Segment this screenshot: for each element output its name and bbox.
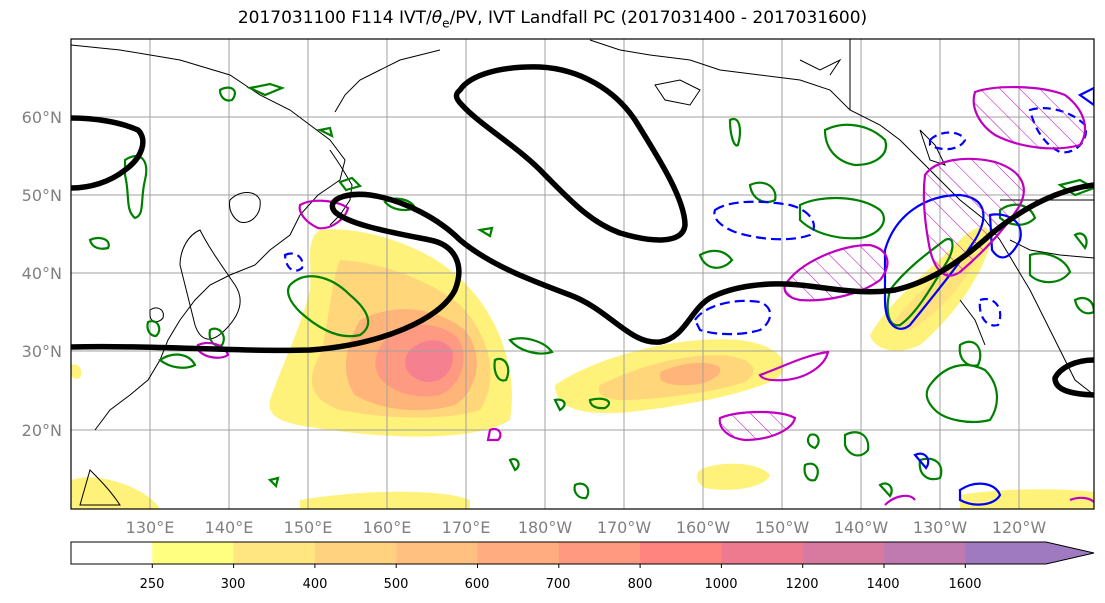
lon-label: 180°W	[518, 518, 573, 537]
ivt-shading	[71, 227, 1094, 509]
colorbar-blocks	[71, 542, 1094, 564]
longitude-labels: 130°E 140°E 150°E 160°E 170°E 180°W 170°…	[126, 518, 1047, 537]
colorbar-tick-label: 1200	[785, 577, 818, 592]
lon-label: 150°W	[755, 518, 810, 537]
colorbar-tick-label: 1400	[866, 577, 899, 592]
lon-label: 170°W	[597, 518, 652, 537]
colorbar-tick-label: 500	[384, 577, 409, 592]
latitude-labels: 60°N 50°N 40°N 30°N 20°N	[22, 108, 62, 440]
theta-pv-contours	[71, 64, 1094, 398]
colorbar-outline	[70, 541, 1095, 565]
lat-label: 40°N	[22, 264, 62, 283]
colorbar-tick-label: 700	[546, 577, 571, 592]
map-panel	[71, 39, 1094, 509]
lat-label: 20°N	[22, 421, 62, 440]
lon-label: 140°W	[834, 518, 889, 537]
colorbar-tick-label: 1000	[704, 577, 737, 592]
lon-label: 130°E	[126, 518, 175, 537]
lat-label: 50°N	[22, 186, 62, 205]
colorbar-block	[640, 542, 722, 564]
colorbar-tick-label: 400	[303, 577, 328, 592]
colorbar-tick-label: 1600	[948, 577, 981, 592]
map-frame	[70, 38, 1095, 510]
colorbar-block	[314, 542, 397, 564]
lat-label: 30°N	[22, 342, 62, 361]
lon-label: 170°E	[442, 518, 491, 537]
colorbar-block	[884, 542, 966, 564]
colorbar-block	[71, 542, 153, 564]
lon-label: 160°E	[363, 518, 412, 537]
colorbar-block	[477, 542, 560, 564]
colorbar-block	[965, 542, 1094, 564]
lon-label: 140°E	[205, 518, 254, 537]
colorbar-tick-label: 250	[140, 577, 165, 592]
lon-label: 160°W	[676, 518, 731, 537]
colorbar-block	[233, 542, 316, 564]
colorbar-block	[802, 542, 885, 564]
map-title: 2017031100 F114 IVT/θe/PV, IVT Landfall …	[237, 8, 868, 31]
lon-label: 150°E	[284, 518, 333, 537]
colorbar-block	[558, 542, 641, 564]
colorbar-tick-label: 600	[465, 577, 490, 592]
lat-label: 60°N	[22, 108, 62, 127]
colorbar-block	[396, 542, 478, 564]
lon-label: 130°W	[913, 518, 968, 537]
colorbar-tick-labels: 250 300 400 500 600 700 800 1000 1200 14…	[140, 577, 982, 592]
colorbar-block	[721, 542, 804, 564]
colorbar-block	[152, 542, 235, 564]
colorbar-tick-label: 300	[221, 577, 246, 592]
graticule	[71, 39, 1094, 509]
lon-label: 120°W	[992, 518, 1047, 537]
colorbar-ticks	[151, 564, 966, 568]
colorbar-tick-label: 800	[628, 577, 653, 592]
colorbar: 250 300 400 500 600 700 800 1000 1200 14…	[70, 541, 1095, 592]
